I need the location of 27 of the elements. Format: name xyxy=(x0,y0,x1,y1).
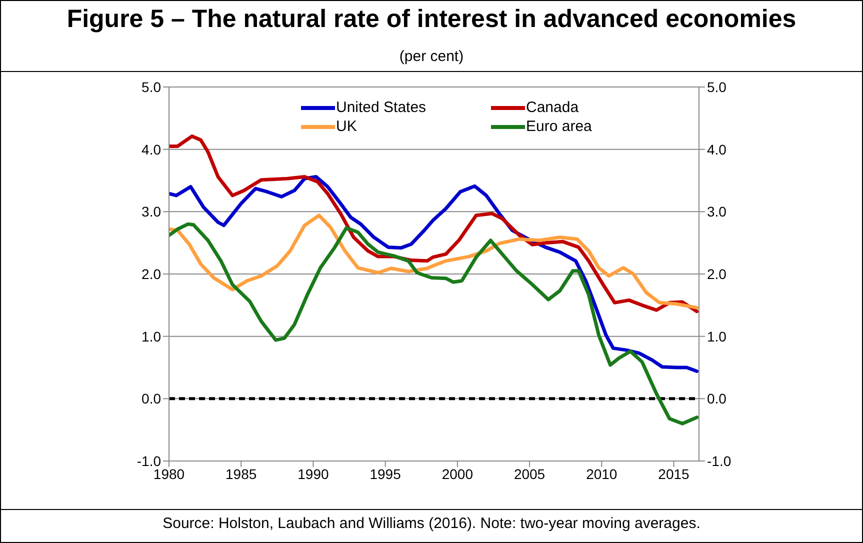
x-tick-label: 1990 xyxy=(298,466,329,482)
source-note: Source: Holston, Laubach and Williams (2016). Note: two-year moving averages. xyxy=(162,515,702,532)
legend-label: Euro area xyxy=(526,118,592,135)
x-tick-label: 2005 xyxy=(514,466,546,482)
y2-tick-label: 3.0 xyxy=(707,204,727,220)
x-tick-label: 2015 xyxy=(658,466,690,482)
y-tick-label: 4.0 xyxy=(142,141,162,158)
legend-label: Canada xyxy=(526,99,579,116)
y-tick-label: 3.0 xyxy=(142,204,162,220)
x-tick-label: 2010 xyxy=(586,466,618,482)
legend-label: UK xyxy=(336,118,357,135)
y2-tick-label: -1.0 xyxy=(707,452,732,469)
y2-tick-label: 1.0 xyxy=(707,328,727,344)
x-tick-label: 1985 xyxy=(226,466,257,482)
y-tick-label: 1.0 xyxy=(142,328,162,344)
chart-title: Figure 5 – The natural rate of interest in advanced economies xyxy=(66,5,798,34)
y-tick-label: 2.0 xyxy=(142,266,162,282)
chart-subtitle: (per cent) xyxy=(398,48,465,65)
y2-tick-label: 2.0 xyxy=(707,266,727,282)
y2-tick-label: 5.0 xyxy=(707,78,727,95)
y-tick-label: 5.0 xyxy=(142,78,162,95)
legend-label: United States xyxy=(336,99,426,116)
x-tick-label: 1995 xyxy=(370,466,402,482)
y2-tick-label: 4.0 xyxy=(707,141,727,158)
x-tick-label: 2000 xyxy=(442,466,474,482)
y2-tick-label: 0.0 xyxy=(707,390,727,407)
y-tick-label: 0.0 xyxy=(142,390,162,407)
